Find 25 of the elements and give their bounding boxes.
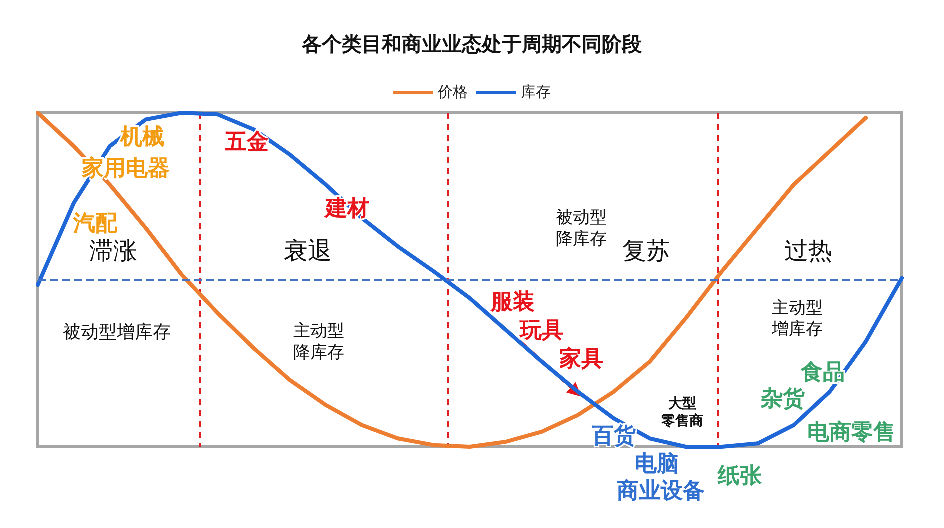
annotation: 被动型降库存 xyxy=(556,208,608,248)
annotation: 电商零售 xyxy=(808,419,896,444)
text: 商业设备 xyxy=(616,478,705,503)
annotation: 复苏 xyxy=(622,238,670,266)
annotation: 大型零售商 xyxy=(660,395,704,429)
annotation: 百货 xyxy=(591,422,636,448)
annotation: 被动型增库存 xyxy=(63,322,172,342)
annotation: 服装 xyxy=(490,289,536,314)
annotation: 机械 xyxy=(119,124,164,149)
annotation: 衰退 xyxy=(284,238,332,266)
annotation: 玩具 xyxy=(519,318,564,343)
annotation: 过热 xyxy=(784,238,832,266)
text: 电脑 xyxy=(635,451,680,476)
annotation: 食品 xyxy=(800,359,845,384)
annotation: 滞涨 xyxy=(90,238,138,266)
annotation: 家具 xyxy=(558,346,604,371)
chart-title: 各个类目和商业业态处于周期不同阶段 xyxy=(301,33,643,56)
annotation: 主动型增库存 xyxy=(771,298,824,339)
legend-label: 库存 xyxy=(521,84,551,101)
text: 纸张 xyxy=(717,462,763,488)
annotation: 杂货 xyxy=(760,386,806,412)
annotation: 五金 xyxy=(224,128,269,154)
legend-label: 价格 xyxy=(437,84,468,101)
annotation: 主动型降库存 xyxy=(293,322,344,362)
annotation: 汽配 xyxy=(72,210,119,236)
